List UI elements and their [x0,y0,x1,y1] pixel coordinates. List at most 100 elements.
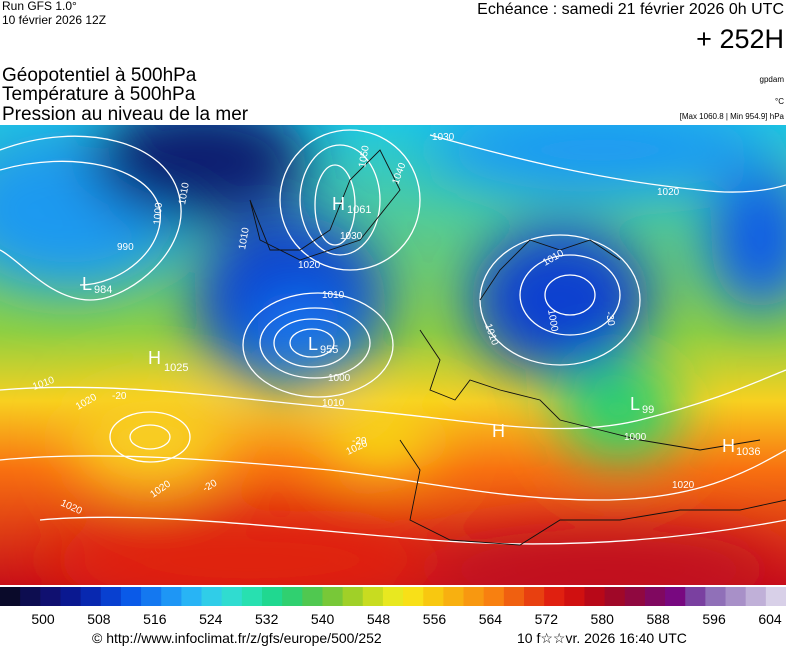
colorbar-tick-label: 540 [311,611,335,627]
pressure-center-value: 99 [642,404,654,416]
title-line: Température à 500hPa [2,84,196,105]
colorbar-swatch [120,587,142,606]
colorbar-tick-label: 588 [646,611,670,627]
colorbar-swatch [423,587,444,606]
colorbar-swatch [463,587,485,606]
colorbar-swatch [665,587,686,606]
temperature-label: -20 [352,436,367,447]
colorbar-swatch [624,587,646,606]
colorbar-tick-label: 508 [87,611,111,627]
colorbar-swatch [60,587,82,606]
colorbar-tick-label: 604 [758,611,782,627]
colorbar-swatch [221,587,243,606]
pressure-center-value: 955 [320,344,338,356]
colorbar-swatch [262,587,283,606]
colorbar-swatch [564,587,585,606]
colorbar-swatch [100,587,122,606]
source-url: © http://www.infoclimat.fr/z/gfs/europe/… [92,630,382,646]
colorbar-swatch [503,587,525,606]
colorbar-swatch [20,587,41,606]
pressure-center-symbol: H [722,436,735,456]
colorbar-swatch [443,587,465,606]
pressure-center-value: 1025 [164,362,188,374]
colorbar-tick-label: 524 [199,611,223,627]
colorbar-swatch [201,587,223,606]
isobar-label: 1010 [237,226,252,250]
colorbar-swatch [302,587,323,606]
colorbar-swatch [584,587,606,606]
run-label: Run GFS 1.0° [2,0,77,13]
colorbar-swatch [483,587,505,606]
pressure-center-symbol: H [148,348,161,368]
pressure-center-symbol: L [308,334,318,354]
colorbar-swatch [0,587,21,606]
unit-label: °C [775,97,784,106]
colorbar-swatch [40,587,61,606]
isobar-label: 1010 [322,290,345,301]
isobar-label: 1030 [432,132,455,143]
colorbar-tick-label: 580 [591,611,615,627]
coastlines [249,149,786,546]
colorbar-swatch [544,587,565,606]
colorbar-swatch [161,587,182,606]
isobar-label: 1000 [152,202,165,226]
run-date: 10 février 2026 12Z [2,13,106,27]
isobar-label: 1020 [298,260,321,271]
isobar-label: 1020 [672,480,695,491]
colorbar-swatch [685,587,706,606]
unit-label: [Max 1060.8 | Min 954.9] hPa [680,112,785,121]
isobar-label: 990 [117,242,134,253]
pressure-center-symbol: L [630,394,640,414]
lead-time: + 252H [696,24,784,54]
colorbar-swatch [765,587,786,606]
pressure-center-value: 1036 [736,446,760,458]
title-line: Géopotentiel à 500hPa [2,65,197,86]
colorbar-swatch [604,587,626,606]
colorbar-swatch [322,587,344,606]
isobar-label: 1000 [545,309,560,333]
title-line: Pression au niveau de la mer [2,104,249,125]
colorbar-swatch [705,587,727,606]
isobar-label: 1000 [624,432,647,443]
isobar-label: 1050 [357,144,372,168]
colorbar-swatch [745,587,767,606]
colorbar: 500 508 516 524 532 540 548 556 564 572 580 588 596 6… [0,587,786,627]
colorbar-tick-label: 516 [143,611,167,627]
colorbar-tick-label: 500 [31,611,55,627]
colorbar-swatch [181,587,203,606]
colorbar-swatch [524,587,545,606]
colorbar-tick-label: 556 [423,611,447,627]
colorbar-tick-label: 572 [535,611,559,627]
isobars [0,129,786,545]
colorbar-swatch [342,587,364,606]
colorbar-tick-label: 596 [702,611,726,627]
isobar-label: 1030 [340,231,363,242]
colorbar-tick-label: 564 [479,611,503,627]
pressure-center-value: 1061 [347,204,371,216]
colorbar-swatch [362,587,384,606]
colorbar-swatch [382,587,404,606]
colorbar-swatch [241,587,263,606]
unit-label: gpdam [760,75,785,84]
colorbar-swatch [141,587,162,606]
colorbar-swatch [644,587,666,606]
isobar-label: 1010 [177,181,192,205]
colorbar-swatch [403,587,424,606]
colorbar-swatch [725,587,747,606]
isobar-label: 1000 [328,373,351,384]
pressure-center-symbol: H [332,194,345,214]
colorbar-swatch [282,587,303,606]
map: 1030 1050 1040 1030 1010 1000 990 1010 1… [0,125,786,585]
colorbar-tick-label: 532 [255,611,279,627]
pressure-center-symbol: L [82,274,92,294]
timestamp: 10 f☆☆vr. 2026 16:40 UTC [517,630,687,646]
temperature-label: -30 [603,311,616,328]
isobar-label: 1020 [657,187,680,198]
isobar-label: 1010 [322,398,345,409]
pressure-center-value: 984 [94,284,112,296]
pressure-center-symbol: H [492,421,505,441]
temperature-label: -20 [112,391,127,402]
colorbar-swatch [80,587,102,606]
forecast-time: Echéance : samedi 21 février 2026 0h UTC [477,1,784,18]
